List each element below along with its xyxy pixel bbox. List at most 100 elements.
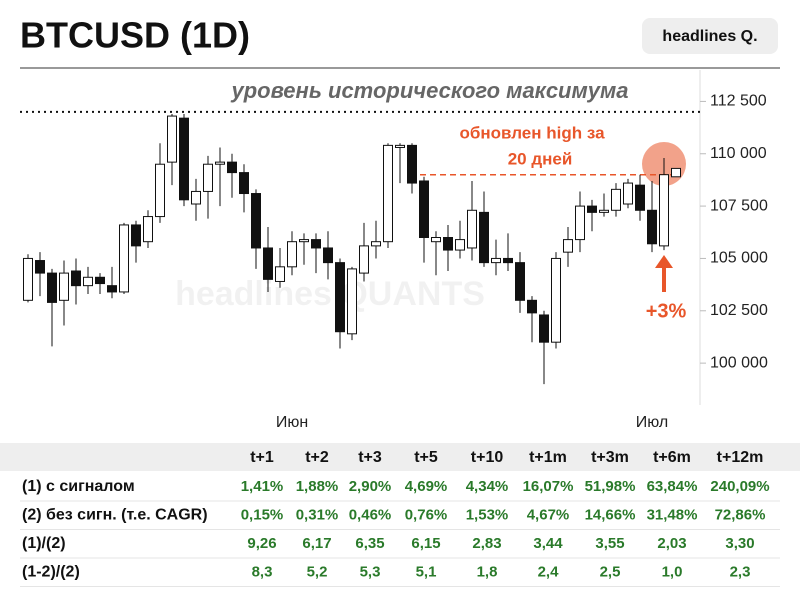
candle-body xyxy=(107,285,117,293)
cell: 6,15 xyxy=(411,535,440,552)
candle-body xyxy=(275,266,285,282)
cell: 3,30 xyxy=(725,535,754,552)
candle-body xyxy=(527,299,537,314)
cell: 4,67% xyxy=(527,506,570,523)
badge: headlines Q. xyxy=(662,28,757,45)
cell: 2,03 xyxy=(657,535,686,552)
x-tick-label: Июн xyxy=(276,414,308,431)
note-line: обновлен high за xyxy=(459,123,605,142)
title: BTCUSD (1D) xyxy=(20,15,250,56)
y-tick-label: 110 000 xyxy=(710,145,767,162)
column-header: t+3m xyxy=(591,449,629,466)
arrow-head xyxy=(655,255,673,268)
cell: 1,0 xyxy=(662,563,683,580)
candle-body xyxy=(359,245,369,274)
cell: 3,55 xyxy=(595,535,624,552)
row-label: (1)/(2) xyxy=(22,535,66,552)
cell: 2,5 xyxy=(600,563,621,580)
y-tick-label: 105 000 xyxy=(710,250,768,267)
annotation: уровень исторического максимума xyxy=(230,78,628,103)
candle-body xyxy=(71,270,81,287)
y-tick-label: 107 500 xyxy=(710,197,768,214)
candle-body xyxy=(515,262,525,301)
candle-body xyxy=(491,257,501,264)
candle-body xyxy=(419,180,429,238)
candle-body xyxy=(227,161,237,174)
cell: 1,53% xyxy=(466,506,509,523)
candle-body xyxy=(335,262,345,333)
candle-body xyxy=(659,174,669,247)
badge-box xyxy=(642,18,778,54)
cell: 0,31% xyxy=(296,506,339,523)
candle-body xyxy=(47,272,57,303)
candle-body xyxy=(59,272,69,301)
candle-body xyxy=(323,247,333,264)
candle-body xyxy=(431,237,441,243)
watermark: headlines QUANTS xyxy=(175,275,485,313)
candle-body xyxy=(611,188,621,211)
candle-body xyxy=(455,239,465,251)
cell: 14,66% xyxy=(585,506,636,523)
candle-body xyxy=(539,314,549,343)
cell: 5,3 xyxy=(360,563,381,580)
x-tick-label: Июл xyxy=(636,414,668,431)
cell: 31,48% xyxy=(647,506,698,523)
candle-body xyxy=(587,205,597,213)
candle-body xyxy=(179,117,189,201)
candle-body xyxy=(395,144,405,148)
cell: 6,17 xyxy=(302,535,331,552)
cell: 16,07% xyxy=(523,478,574,495)
cell: 2,4 xyxy=(538,563,560,580)
candle-body xyxy=(551,257,561,343)
candle-body xyxy=(143,216,153,243)
column-header: t+1m xyxy=(529,449,567,466)
candle-body xyxy=(467,209,477,249)
candle-body xyxy=(95,276,105,285)
cell: 1,88% xyxy=(296,478,339,495)
table-header-bg xyxy=(0,443,800,471)
cell: 3,44 xyxy=(533,535,563,552)
candle-body xyxy=(287,241,297,268)
cell: 0,46% xyxy=(349,506,392,523)
candle-body xyxy=(203,163,213,192)
candle-body xyxy=(503,257,513,264)
candle-body xyxy=(35,260,45,274)
cell: 6,35 xyxy=(355,535,384,552)
column-header: t+6m xyxy=(653,449,691,466)
column-header: t+10 xyxy=(471,449,504,466)
cell: 9,26 xyxy=(247,535,276,552)
candle-body xyxy=(563,239,573,253)
candle-body xyxy=(347,268,357,335)
cell: 51,98% xyxy=(585,478,636,495)
cell: 72,86% xyxy=(715,506,766,523)
candle-body xyxy=(647,209,657,245)
candle-body xyxy=(371,241,381,247)
cell: 63,84% xyxy=(647,478,698,495)
cell: 8,3 xyxy=(252,563,273,580)
cell: 5,2 xyxy=(307,563,328,580)
cell: 2,83 xyxy=(472,535,501,552)
candle-body xyxy=(155,163,165,218)
candle-body xyxy=(131,224,141,247)
cell: 1,8 xyxy=(477,563,498,580)
column-header: t+5 xyxy=(414,449,438,466)
y-tick-label: 102 500 xyxy=(710,302,768,319)
candle-body xyxy=(407,144,417,184)
column-header: t+3 xyxy=(358,449,382,466)
candle-body xyxy=(383,144,393,243)
cell: 4,34% xyxy=(466,478,509,495)
candle-body xyxy=(83,276,93,287)
candle-body xyxy=(251,193,261,249)
y-tick-label: 100 000 xyxy=(710,354,768,371)
candle-body xyxy=(479,211,489,264)
column-header: t+12m xyxy=(717,449,764,466)
note-line: 20 дней xyxy=(508,149,573,168)
candle-body xyxy=(167,115,177,163)
candle-body xyxy=(215,161,225,165)
candle-body xyxy=(671,167,681,178)
y-tick-label: 112 500 xyxy=(710,93,767,110)
cell: 1,41% xyxy=(241,478,284,495)
row-label: (1) с сигналом xyxy=(22,478,135,495)
